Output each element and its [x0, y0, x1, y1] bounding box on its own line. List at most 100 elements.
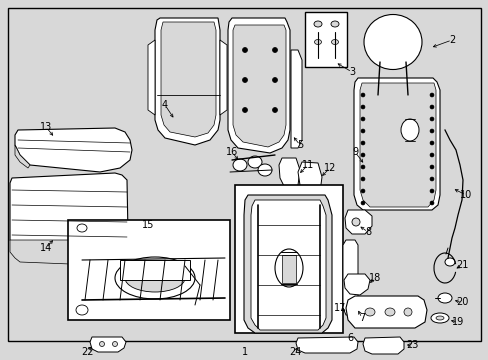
Polygon shape — [161, 22, 216, 137]
Ellipse shape — [429, 165, 433, 169]
Text: 16: 16 — [225, 147, 238, 157]
Ellipse shape — [242, 77, 247, 82]
Ellipse shape — [314, 40, 321, 45]
Ellipse shape — [360, 117, 364, 121]
Polygon shape — [10, 240, 128, 265]
Ellipse shape — [429, 117, 433, 121]
Bar — [68, 220, 229, 320]
Text: 19: 19 — [451, 317, 463, 327]
Ellipse shape — [429, 141, 433, 145]
Ellipse shape — [403, 308, 411, 316]
Ellipse shape — [437, 293, 451, 303]
Polygon shape — [353, 78, 439, 210]
Ellipse shape — [242, 108, 247, 112]
Ellipse shape — [360, 129, 364, 133]
Ellipse shape — [444, 258, 454, 266]
Ellipse shape — [115, 257, 195, 299]
Text: 21: 21 — [455, 260, 467, 270]
Polygon shape — [250, 200, 325, 330]
Text: 12: 12 — [323, 163, 336, 173]
Text: 24: 24 — [288, 347, 301, 357]
Text: 18: 18 — [368, 273, 380, 283]
Polygon shape — [90, 337, 126, 352]
Text: 2: 2 — [448, 35, 454, 45]
Ellipse shape — [360, 201, 364, 205]
Ellipse shape — [360, 93, 364, 97]
Ellipse shape — [429, 129, 433, 133]
Polygon shape — [343, 274, 369, 295]
Text: 14: 14 — [40, 243, 52, 253]
Text: 1: 1 — [242, 347, 247, 357]
Ellipse shape — [232, 159, 246, 171]
Ellipse shape — [360, 141, 364, 145]
Ellipse shape — [360, 153, 364, 157]
Text: 22: 22 — [81, 347, 94, 357]
Ellipse shape — [313, 21, 321, 27]
Polygon shape — [279, 158, 299, 192]
Text: 3: 3 — [348, 67, 354, 77]
Ellipse shape — [331, 40, 338, 45]
Text: 17: 17 — [333, 303, 346, 313]
Polygon shape — [290, 50, 302, 148]
Polygon shape — [345, 210, 371, 234]
Bar — [235, 185, 342, 333]
Ellipse shape — [112, 342, 117, 346]
Polygon shape — [148, 40, 155, 115]
Text: 5: 5 — [296, 140, 303, 150]
Ellipse shape — [99, 342, 104, 346]
Text: 7: 7 — [358, 313, 365, 323]
Polygon shape — [227, 18, 289, 153]
Ellipse shape — [360, 177, 364, 181]
Ellipse shape — [360, 105, 364, 109]
Ellipse shape — [242, 48, 247, 53]
Ellipse shape — [76, 305, 88, 315]
Text: 8: 8 — [364, 227, 370, 237]
Ellipse shape — [351, 218, 359, 226]
Ellipse shape — [272, 48, 277, 53]
Polygon shape — [10, 173, 128, 255]
Text: 10: 10 — [459, 190, 471, 200]
Ellipse shape — [363, 14, 421, 69]
Bar — [282, 255, 295, 283]
Ellipse shape — [360, 165, 364, 169]
Polygon shape — [155, 18, 220, 145]
Ellipse shape — [435, 316, 443, 320]
Polygon shape — [342, 240, 357, 315]
Bar — [305, 12, 346, 67]
Ellipse shape — [330, 21, 338, 27]
Ellipse shape — [272, 108, 277, 112]
Ellipse shape — [429, 177, 433, 181]
Ellipse shape — [364, 308, 374, 316]
Ellipse shape — [77, 224, 87, 232]
Text: 13: 13 — [40, 122, 52, 132]
Polygon shape — [297, 162, 321, 198]
Ellipse shape — [429, 201, 433, 205]
Text: 4: 4 — [162, 100, 168, 110]
Ellipse shape — [429, 153, 433, 157]
Text: 15: 15 — [142, 220, 154, 230]
Text: 11: 11 — [301, 160, 313, 170]
Text: 6: 6 — [346, 333, 352, 343]
Ellipse shape — [258, 164, 271, 176]
Ellipse shape — [429, 93, 433, 97]
Ellipse shape — [274, 249, 303, 287]
Text: 20: 20 — [455, 297, 467, 307]
Polygon shape — [244, 195, 331, 333]
Ellipse shape — [429, 105, 433, 109]
Polygon shape — [232, 25, 285, 147]
Ellipse shape — [272, 77, 277, 82]
Ellipse shape — [429, 189, 433, 193]
Ellipse shape — [247, 156, 262, 168]
Polygon shape — [15, 145, 30, 168]
Text: 9: 9 — [351, 147, 357, 157]
Text: 23: 23 — [405, 340, 417, 350]
Ellipse shape — [125, 264, 184, 292]
Ellipse shape — [400, 119, 418, 141]
Ellipse shape — [384, 308, 394, 316]
Polygon shape — [295, 337, 357, 353]
Polygon shape — [220, 40, 226, 115]
Ellipse shape — [360, 189, 364, 193]
Polygon shape — [359, 83, 435, 207]
Polygon shape — [362, 337, 403, 354]
Ellipse shape — [430, 313, 448, 323]
